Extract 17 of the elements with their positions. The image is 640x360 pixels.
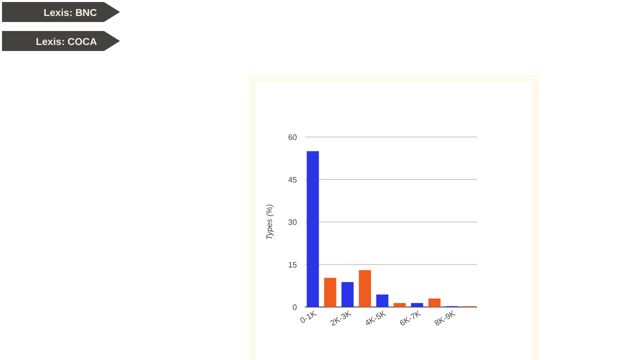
bar (410, 303, 424, 307)
y-tick-label: 60 (288, 133, 298, 142)
y-tick-label: 30 (288, 218, 298, 227)
y-axis-title: Types (%) (265, 204, 274, 240)
bar (428, 298, 441, 307)
bar (306, 151, 319, 307)
bar (358, 270, 372, 307)
text: Lexis: COCA (36, 37, 97, 48)
y-tick-label: 45 (288, 176, 298, 184)
y-tick-label: 15 (288, 260, 298, 270)
bar (341, 282, 354, 307)
x-tick-label: 0-1K (298, 308, 318, 326)
bar (376, 294, 388, 307)
text: Lexis: BNC (44, 8, 97, 19)
y-tick-label: 0 (292, 303, 298, 312)
bar (324, 278, 336, 307)
bar (394, 303, 406, 307)
